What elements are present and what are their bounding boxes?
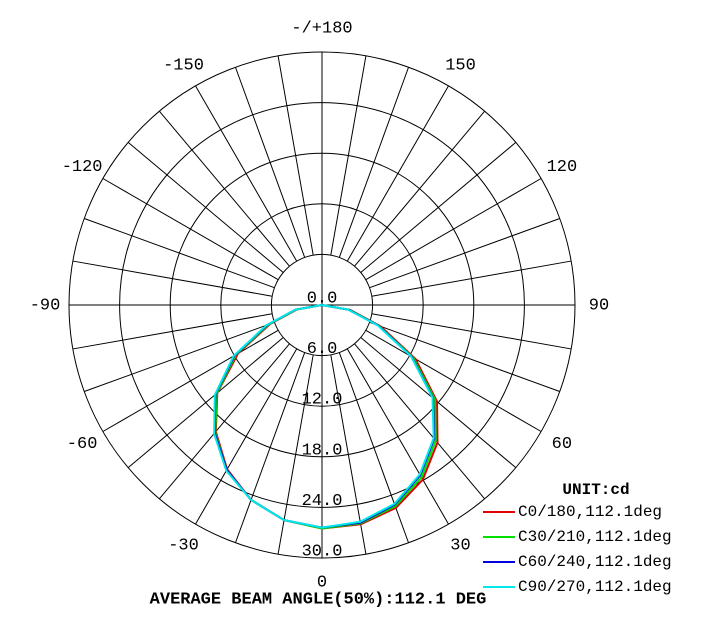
spoke — [234, 352, 306, 543]
angle-tick-label: 30 — [450, 536, 470, 555]
angle-tick-label: -60 — [67, 435, 98, 454]
spoke — [127, 141, 284, 273]
spoke — [346, 348, 449, 525]
angle-tick-label: 90 — [589, 296, 609, 315]
spoke — [102, 329, 279, 432]
legend-label: C30/210,112.1deg — [518, 528, 672, 546]
r-tick-label: 30.0 — [302, 542, 343, 561]
angle-tick-label: -90 — [30, 296, 61, 315]
spoke — [72, 313, 273, 350]
spoke — [365, 178, 542, 281]
angle-tick-label: -/+180 — [291, 19, 352, 38]
footer: AVERAGE BEAM ANGLE(50%):112.1 DEG — [150, 590, 487, 609]
spoke — [158, 343, 290, 500]
angle-tick-label: -150 — [163, 57, 204, 76]
spoke — [369, 321, 560, 393]
spoke — [354, 110, 486, 267]
spoke — [360, 141, 517, 273]
r-tick-label: 0.0 — [307, 289, 338, 308]
spoke — [84, 321, 275, 393]
spoke — [346, 85, 449, 262]
spoke — [195, 348, 298, 525]
unit-label: UNIT:cd — [562, 481, 629, 499]
legend-label: C60/240,112.1deg — [518, 553, 672, 571]
r-tick-label: 12.0 — [302, 391, 343, 410]
legend-label: C90/270,112.1deg — [518, 578, 672, 596]
r-tick-label: 6.0 — [307, 340, 338, 359]
legend-label: C0/180,112.1deg — [518, 503, 662, 521]
spoke — [371, 313, 572, 350]
angle-tick-label: 120 — [547, 158, 578, 177]
spoke — [371, 260, 572, 297]
spoke — [72, 260, 273, 297]
spoke — [234, 67, 306, 258]
spoke — [369, 217, 560, 289]
angle-tick-label: 0 — [317, 573, 327, 592]
spoke — [360, 337, 517, 469]
spoke — [84, 217, 275, 289]
spoke — [277, 55, 314, 256]
angle-tick-label: 150 — [445, 57, 476, 76]
spoke — [365, 329, 542, 432]
spoke — [354, 343, 486, 500]
angle-tick-label: -30 — [168, 536, 199, 555]
angle-tick-label: -120 — [62, 158, 103, 177]
r-tick-label: 18.0 — [302, 441, 343, 460]
angle-tick-label: 60 — [552, 435, 572, 454]
spoke — [195, 85, 298, 262]
spoke — [102, 178, 279, 281]
spoke — [330, 55, 367, 256]
spoke — [127, 337, 284, 469]
spoke — [338, 352, 410, 543]
intensity-curve — [213, 304, 435, 529]
r-tick-label: 24.0 — [302, 492, 343, 511]
spoke — [158, 110, 290, 267]
spoke — [338, 67, 410, 258]
